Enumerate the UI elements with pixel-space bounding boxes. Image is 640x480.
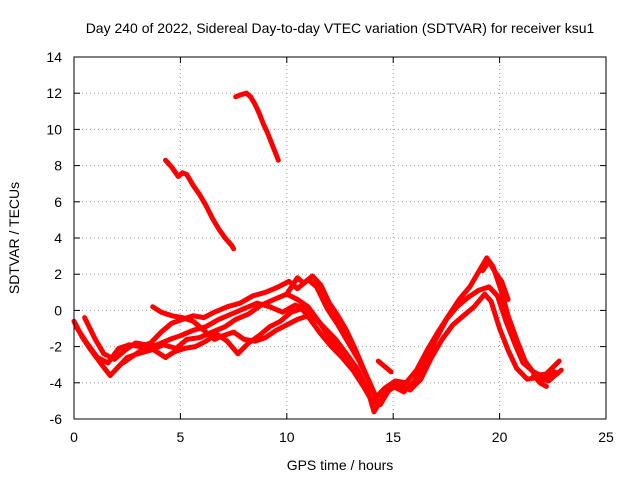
series-segment-1	[163, 157, 237, 252]
series-trace-a	[71, 291, 564, 407]
y-tick-label: -4	[50, 375, 63, 391]
y-tick-labels: -6 -4 -2 0 2 4 6 8 10 12 14	[46, 49, 62, 427]
y-tick-label: 10	[46, 121, 62, 137]
series-segment-4	[531, 373, 549, 389]
x-tick-label: 15	[385, 429, 401, 445]
y-tick-label: 8	[54, 158, 62, 174]
series-group	[71, 90, 564, 415]
series-segment-3	[375, 358, 394, 375]
series-segment-2	[233, 90, 281, 163]
y-tick-label: 14	[46, 49, 62, 65]
y-tick-label: 12	[46, 85, 62, 101]
y-tick-label: 6	[54, 194, 62, 210]
y-axis-label: SDTVAR / TECUs	[6, 182, 22, 294]
series-trace-e	[150, 304, 311, 344]
x-axis-label: GPS time / hours	[287, 457, 394, 473]
chart-title: Day 240 of 2022, Sidereal Day-to-day VTE…	[86, 20, 595, 36]
x-tick-label: 5	[177, 429, 185, 445]
y-tick-label: -6	[50, 411, 63, 427]
ticks	[73, 56, 607, 420]
x-tick-label: 0	[70, 429, 78, 445]
y-tick-label: 4	[54, 230, 62, 246]
series-trace-f	[284, 273, 381, 407]
x-tick-labels: 0 5 10 15 20 25	[70, 429, 614, 445]
x-tick-label: 10	[279, 429, 295, 445]
series-trace-g	[480, 259, 511, 302]
x-tick-label: 25	[598, 429, 614, 445]
x-tick-label: 20	[492, 429, 508, 445]
y-tick-label: 0	[54, 302, 62, 318]
series-trace-d	[82, 306, 373, 400]
y-tick-label: -2	[50, 339, 63, 355]
y-tick-label: 2	[54, 266, 62, 282]
